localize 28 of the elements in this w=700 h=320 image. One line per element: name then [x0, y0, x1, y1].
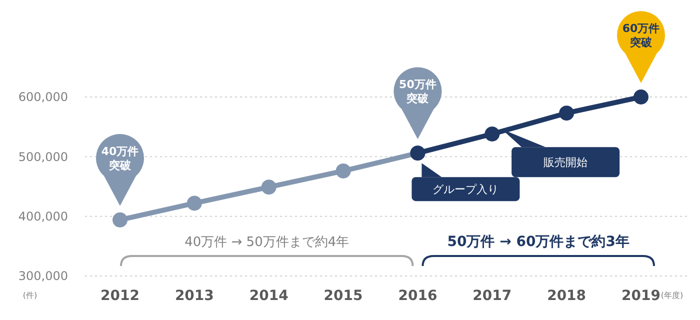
annotation: 販売開始 — [544, 156, 588, 169]
point — [559, 106, 574, 121]
annotation: グループ入り — [432, 182, 499, 196]
x-tick-label: 2019 — [622, 288, 660, 304]
point — [261, 180, 276, 195]
y-tick-label: 600,000 — [18, 90, 68, 104]
x-tick-label: 2014 — [249, 288, 289, 304]
x-tick-label: 2013 — [174, 288, 214, 304]
x-tick-label: 2018 — [547, 288, 586, 304]
x-axis-title: (年度) — [660, 291, 684, 300]
y-tick-label: 400,000 — [18, 210, 68, 224]
annotation: 40万件突破 — [101, 144, 139, 172]
y-tick-label: 300,000 — [18, 269, 68, 284]
point — [484, 126, 500, 142]
text: 60万件突破 — [622, 22, 660, 49]
point — [634, 90, 648, 104]
point — [186, 196, 202, 211]
annotation: 50万件突破 — [399, 78, 436, 105]
point — [112, 212, 128, 228]
x-tick-label: 2015 — [324, 288, 363, 304]
x-tick-label: 2012 — [100, 288, 140, 304]
x-tick-label: 2017 — [472, 288, 512, 304]
annotation: 50万件 → 60万件まで約3年 — [447, 234, 630, 250]
y-tick-label: 500,000 — [18, 150, 68, 164]
annotation: 40万件 → 50万件まで約4年 — [184, 235, 350, 250]
point — [336, 163, 351, 178]
x-tick-label: 2016 — [398, 288, 438, 304]
y-axis-title: (件) — [22, 291, 38, 300]
